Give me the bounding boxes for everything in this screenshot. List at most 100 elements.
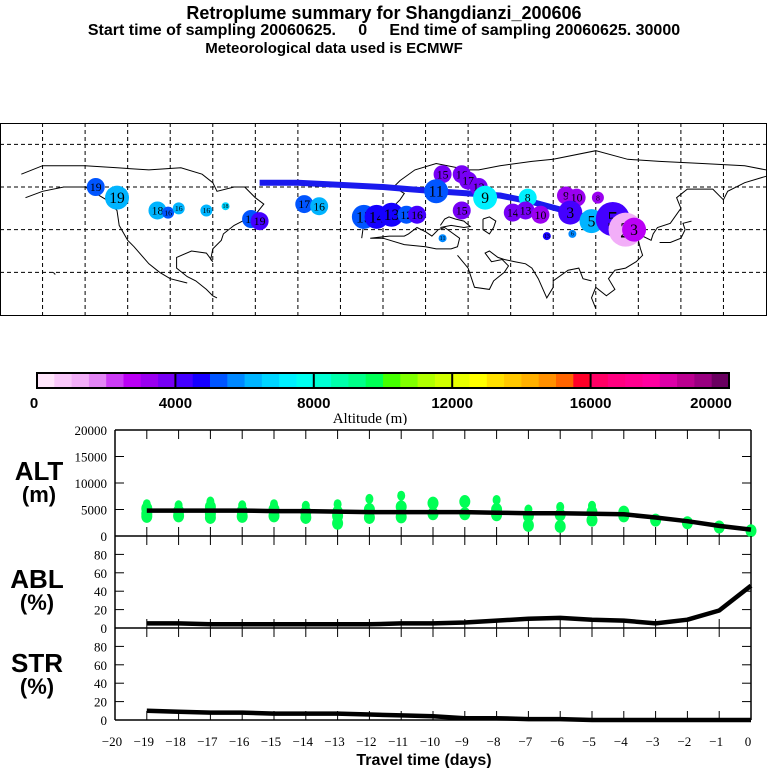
y-tick-label: 40 [94, 584, 107, 599]
colorbar-cell [54, 373, 73, 388]
coastline [52, 271, 56, 275]
colorbar-cell [711, 373, 730, 388]
x-tick-label: −7 [518, 734, 532, 749]
cluster-day-label: 12 [401, 209, 413, 222]
y-tick-label: 0 [101, 621, 108, 636]
x-tick-label: −14 [293, 734, 314, 749]
alt-mean-line [146, 508, 752, 532]
abl-line [146, 583, 753, 627]
colorbar-cell [573, 373, 592, 388]
cluster-day-label: 13 [384, 207, 400, 224]
x-tick-label: −10 [420, 734, 440, 749]
cluster-day-label: 5 [588, 214, 596, 231]
cluster-day-label: 18 [152, 205, 164, 218]
cluster-circle [250, 212, 269, 231]
colorbar-cell [469, 373, 488, 388]
cluster-circle [558, 200, 583, 225]
colorbar-cell [434, 373, 453, 388]
alt-panel-label: ALT (m) [4, 458, 74, 506]
str-line [146, 708, 751, 723]
cluster-day-label: 16 [164, 208, 172, 217]
cluster-circle [148, 201, 167, 220]
cluster-day-label: 6 [571, 232, 574, 238]
cluster-day-label: 18 [223, 204, 229, 210]
abl-panel-label: ABL (%) [2, 566, 72, 614]
cluster-day-label: 16 [313, 200, 325, 213]
colorbar-cell [504, 373, 522, 388]
colorbar-cell [71, 373, 90, 388]
x-tick-label: −12 [356, 734, 376, 749]
x-tick-label: −11 [388, 734, 408, 749]
colorbar-cell [158, 373, 176, 388]
str-label-bottom: (%) [19, 674, 55, 699]
y-tick-label: 60 [94, 658, 107, 673]
cluster-circle [310, 197, 329, 216]
altitude-scatter-point [332, 516, 344, 530]
cluster-circle [531, 205, 550, 224]
colorbar-cell [348, 373, 367, 388]
cluster-circle [86, 178, 105, 196]
alt-label-top: ALT [14, 456, 64, 486]
cluster-day-label: 3 [566, 205, 574, 222]
colorbar-cell [227, 373, 246, 388]
x-tick-label: −13 [324, 734, 344, 749]
colorbar-cell [210, 373, 228, 388]
y-tick-label: 60 [94, 566, 107, 581]
colorbar-cell [192, 373, 211, 388]
cluster-day-label: 8 [596, 193, 600, 202]
cluster-circle [473, 185, 498, 210]
coastline [457, 250, 592, 299]
colorbar-cell [279, 373, 297, 388]
abl-label-top: ABL [10, 564, 64, 594]
altitude-scatter-point [586, 513, 598, 527]
chart-title: Retroplume summary for Shangdianzi_20060… [186, 3, 582, 23]
retroplume-map: 1919181616161818191716151413121615161711… [0, 123, 767, 316]
colorbar-cell [140, 373, 159, 388]
colorbar-cell [365, 373, 384, 388]
x-tick-label: −20 [102, 734, 122, 749]
cluster-circle [162, 206, 175, 219]
str-panel-label: STR (%) [2, 650, 72, 698]
x-tick-label: −4 [614, 734, 628, 749]
y-tick-label: 0 [101, 713, 108, 728]
colorbar-cell [452, 373, 470, 388]
colorbar-cell [313, 373, 332, 388]
cluster-circle [200, 204, 213, 217]
cluster-circle [172, 202, 185, 215]
cluster-circle [438, 234, 447, 243]
x-tick-label: −19 [134, 734, 154, 749]
y-tick-label: 5000 [81, 503, 107, 518]
cluster-day-label: 13 [544, 234, 550, 240]
x-tick-label: −17 [197, 734, 218, 749]
cluster-day-label: 16 [411, 209, 423, 222]
x-tick-label: −18 [165, 734, 185, 749]
cluster-day-label: 19 [90, 181, 102, 194]
cluster-day-label: 9 [563, 190, 569, 203]
colorbar-cell [383, 373, 401, 388]
x-tick-label: −5 [582, 734, 596, 749]
colorbar-tick-label: 8000 [297, 395, 330, 412]
colorbar-cell [400, 373, 419, 388]
chart-subtitle: Start time of sampling 20060625. 0 End t… [87, 22, 681, 39]
colorbar-cell [590, 373, 609, 388]
cluster-day-label: 3 [630, 222, 638, 239]
cluster-circle [424, 179, 449, 204]
coastline [25, 186, 188, 284]
altitude-scatter-point [141, 509, 153, 523]
cluster-day-label: 8 [525, 192, 531, 205]
cluster-layer: 1919181616161818191716151413121615161711… [86, 165, 647, 247]
x-tick-label: 0 [745, 734, 752, 749]
cluster-circle [295, 195, 314, 214]
colorbar-tick-label: 4000 [159, 395, 192, 412]
colorbar-cell [175, 373, 194, 388]
x-tick-label: −6 [550, 734, 564, 749]
cluster-day-label: 10 [535, 209, 547, 222]
colorbar-frame [36, 372, 730, 389]
cluster-day-label: 17 [462, 175, 474, 188]
coastline [659, 220, 692, 243]
altitude-scatter-point [554, 519, 566, 533]
cluster-day-label: 15 [437, 168, 449, 181]
cluster-circle [433, 165, 452, 184]
altitude-scatter-point [397, 490, 406, 501]
y-tick-label: 80 [94, 639, 107, 654]
